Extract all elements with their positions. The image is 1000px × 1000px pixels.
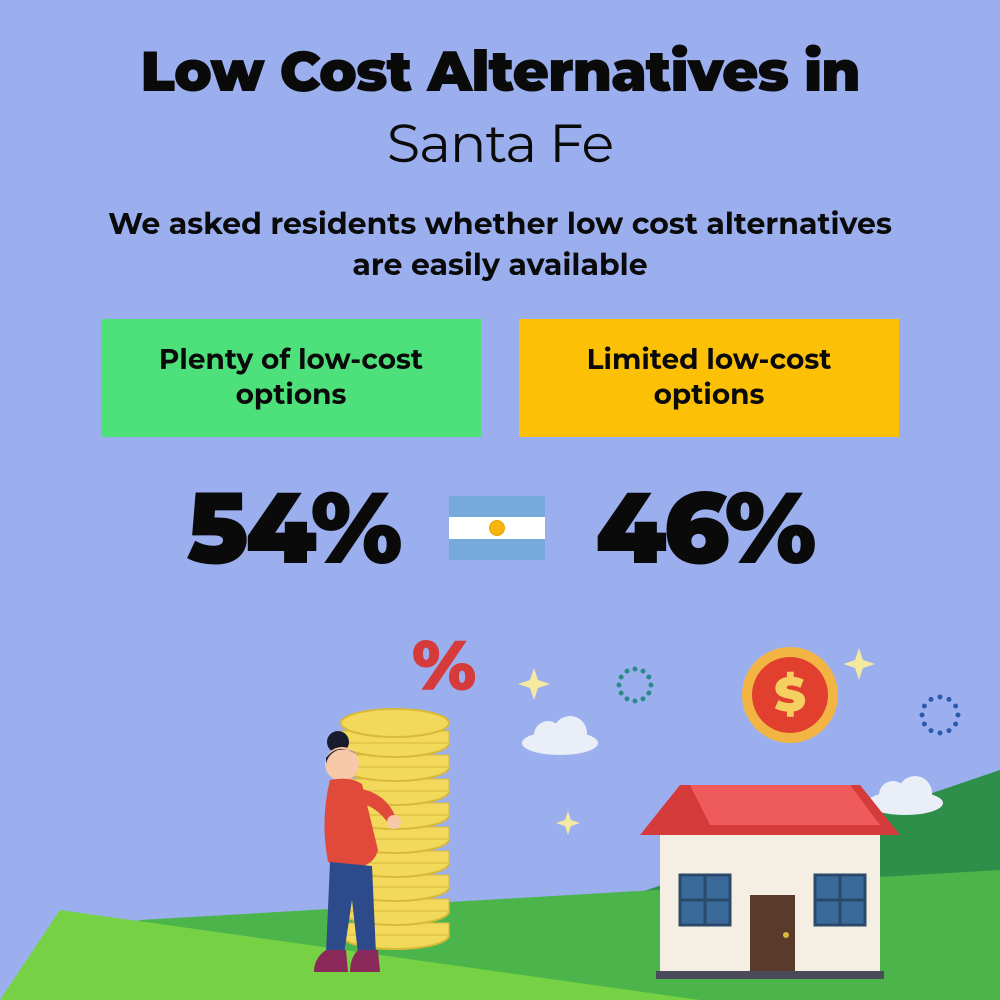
- option-boxes: Plenty of low-cost options Limited low-c…: [0, 319, 1000, 437]
- option-box-plenty: Plenty of low-cost options: [101, 319, 481, 437]
- subtitle: We asked residents whether low cost alte…: [0, 204, 1000, 285]
- infographic-root: Low Cost Alternatives in Santa Fe We ask…: [0, 0, 1000, 1000]
- percent-row: 54% 46%: [0, 467, 1000, 589]
- option-label-plenty: Plenty of low-cost options: [131, 343, 451, 413]
- title-line2: Santa Fe: [0, 110, 1000, 176]
- dollar-coin-icon: $: [742, 647, 838, 743]
- house-icon: [640, 785, 900, 979]
- cloud-icon: [522, 716, 598, 755]
- dotted-circle-icon: [920, 695, 961, 736]
- title-line1: Low Cost Alternatives in: [0, 0, 1000, 106]
- option-label-limited: Limited low-cost options: [549, 343, 869, 413]
- dotted-circle-icon: [617, 667, 654, 704]
- percent-icon: %: [412, 622, 476, 708]
- percent-limited: 46%: [595, 467, 813, 589]
- option-box-limited: Limited low-cost options: [519, 319, 899, 437]
- illustration: $ %: [0, 620, 1000, 1000]
- svg-text:$: $: [774, 666, 806, 724]
- argentina-flag-icon: [449, 496, 545, 560]
- percent-plenty: 54%: [187, 467, 400, 589]
